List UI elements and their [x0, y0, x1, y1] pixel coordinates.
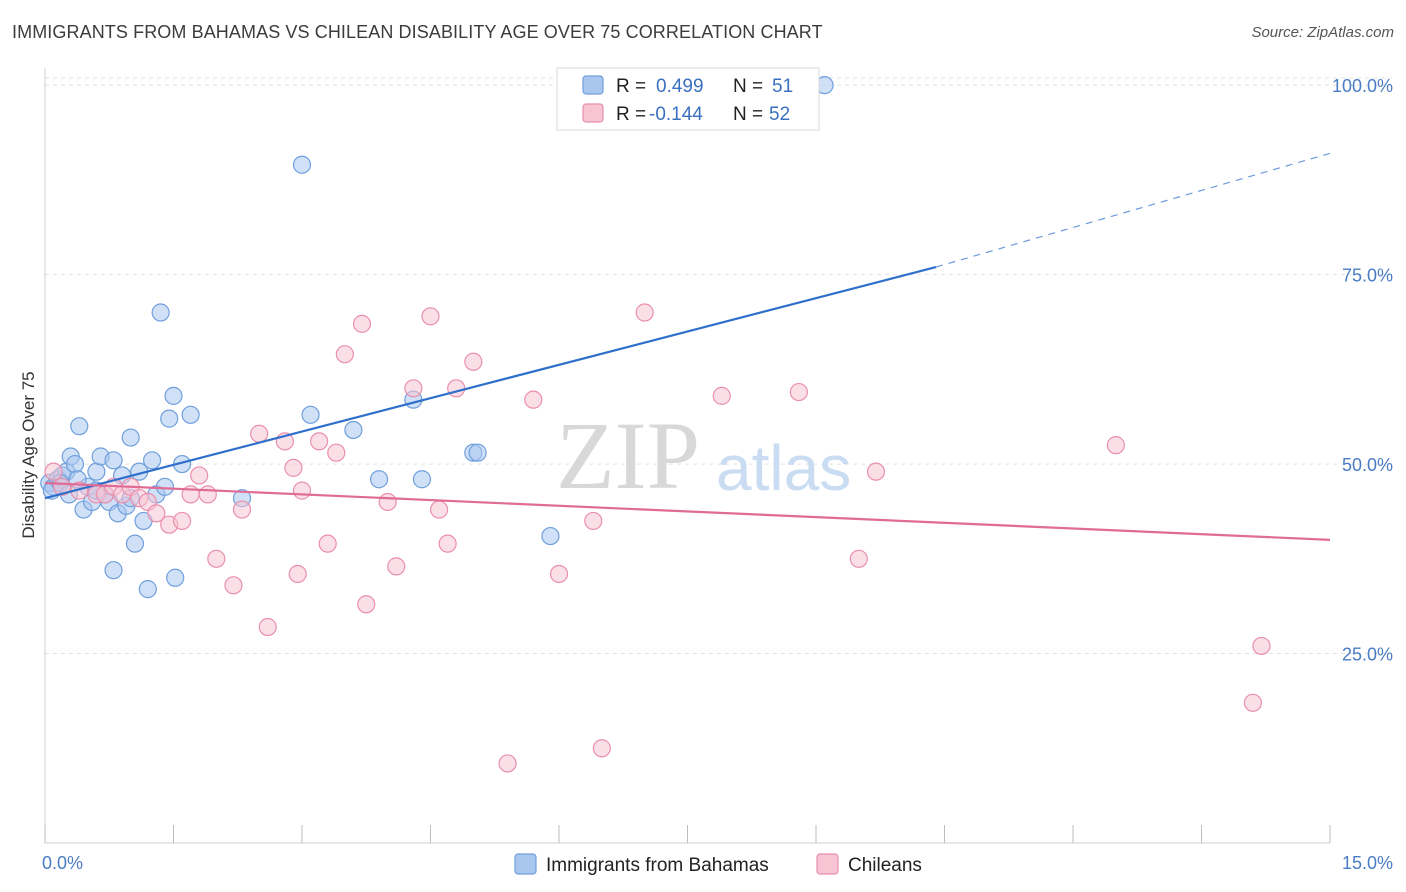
chileans-point-17 [224, 576, 243, 595]
stats-legend: R = 0.499 N = 51 R = -0.144 N = 52 [556, 67, 820, 131]
bahamas-point-11 [87, 462, 106, 481]
bahamas-point-35 [292, 155, 312, 174]
watermark-atlas: atlas [716, 432, 851, 504]
trend-line-bahamas-extension [935, 152, 1331, 268]
legend-r-value-1: 0.499 [656, 76, 704, 97]
chileans-point-31 [378, 492, 397, 512]
chileans-point-29 [352, 314, 372, 333]
chileans-point-20 [258, 617, 277, 637]
y-tick-label-0: 25.0% [1342, 645, 1393, 665]
chileans-point-14 [190, 466, 209, 485]
bahamas-point-7 [70, 417, 89, 436]
legend-n-value-2: 52 [769, 104, 790, 125]
legend-swatch-chileans [582, 103, 604, 123]
bahamas-point-40 [412, 470, 432, 489]
x-tick-label-1: 15.0% [1342, 853, 1393, 873]
legend-n-label-2: N = [733, 104, 763, 125]
chileans-point-28 [335, 345, 354, 364]
bahamas-point-42 [468, 443, 487, 462]
bahamas-point-6 [65, 454, 85, 474]
legend-r-value-2: -0.144 [649, 104, 703, 125]
chileans-point-0 [44, 462, 63, 481]
chileans-point-33 [404, 379, 423, 398]
bahamas-point-43 [541, 526, 560, 546]
trend-line-bahamas [44, 265, 937, 500]
chileans-point-23 [288, 564, 307, 584]
chileans-point-39 [498, 754, 517, 773]
y-tick-labels: 25.0% 50.0% 75.0% 100.0% [1332, 76, 1393, 664]
chileans-point-18 [232, 500, 252, 519]
x-tick-label-0: 0.0% [42, 853, 83, 873]
chileans-point-24 [292, 481, 312, 500]
watermark-zip: ZIP [556, 402, 700, 509]
bahamas-point-21 [125, 534, 145, 553]
chileans-point-22 [284, 458, 303, 477]
bahamas-point-24 [138, 580, 157, 599]
chileans-point-16 [207, 549, 226, 568]
bahamas-point-33 [181, 405, 200, 424]
chileans-point-40 [524, 390, 543, 409]
chileans-point-42 [584, 511, 603, 531]
chileans-point-34 [421, 307, 440, 326]
chileans-point-41 [549, 564, 569, 584]
bottom-legend-swatch-bahamas [514, 853, 537, 875]
bahamas-point-30 [164, 386, 183, 405]
chileans-point-26 [318, 534, 337, 553]
x-tick-labels: 0.0% 15.0% [42, 853, 1393, 873]
chileans-point-10 [147, 504, 166, 523]
chileans-point-43 [592, 739, 611, 758]
legend-n-value-1: 51 [772, 76, 793, 97]
bahamas-point-29 [160, 409, 179, 428]
series-legend: Immigrants from Bahamas Chileans [514, 853, 922, 876]
chileans-point-45 [712, 386, 731, 405]
chileans-point-15 [198, 485, 217, 504]
bahamas-point-36 [301, 405, 320, 424]
bahamas-point-27 [151, 303, 170, 322]
chileans-point-44 [635, 303, 654, 322]
legend-r-label-2: R = [616, 104, 646, 125]
bahamas-point-16 [104, 561, 123, 580]
chileans-point-25 [310, 432, 329, 451]
chileans-point-46 [789, 382, 808, 402]
chileans-point-27 [327, 443, 346, 462]
bahamas-point-20 [121, 428, 140, 447]
y-tick-label-3: 100.0% [1332, 76, 1393, 96]
series-chileans [44, 303, 1271, 773]
legend-r-label-1: R = [616, 76, 646, 97]
chart-title: IMMIGRANTS FROM BAHAMAS VS CHILEAN DISAB… [12, 22, 823, 42]
bottom-legend-label-chileans: Chileans [848, 855, 922, 876]
chileans-point-35 [429, 500, 449, 519]
bahamas-point-37 [344, 420, 363, 440]
legend-n-label-1: N = [733, 76, 763, 97]
bahamas-point-38 [370, 470, 389, 489]
bahamas-point-28 [155, 477, 175, 496]
axes [44, 68, 1331, 844]
chileans-point-49 [1106, 436, 1125, 455]
bottom-legend-label-bahamas: Immigrants from Bahamas [546, 855, 769, 876]
chileans-point-51 [1243, 693, 1263, 712]
bottom-legend-swatch-chileans [816, 853, 839, 875]
chileans-point-38 [464, 352, 483, 371]
bahamas-point-15 [104, 451, 123, 470]
bahamas-point-25 [142, 451, 162, 470]
chileans-point-19 [250, 424, 269, 443]
chileans-point-36 [438, 534, 457, 553]
y-tick-label-1: 50.0% [1342, 455, 1393, 475]
chileans-point-37 [447, 379, 466, 398]
legend-swatch-bahamas [582, 75, 604, 95]
trend-line-chileans [44, 481, 1331, 541]
chileans-point-47 [849, 549, 868, 568]
chileans-point-30 [357, 595, 376, 614]
chileans-point-50 [1252, 636, 1271, 656]
bahamas-point-31 [166, 568, 185, 587]
source-label: Source: ZipAtlas.com [1251, 24, 1394, 41]
chileans-point-48 [866, 462, 886, 481]
y-tick-label-2: 75.0% [1342, 266, 1393, 286]
grid-lines [45, 77, 1392, 655]
trend-lines [44, 152, 1331, 541]
chileans-point-32 [387, 557, 406, 576]
chileans-point-12 [172, 511, 192, 531]
y-axis-label: Disability Age Over 75 [19, 371, 38, 538]
